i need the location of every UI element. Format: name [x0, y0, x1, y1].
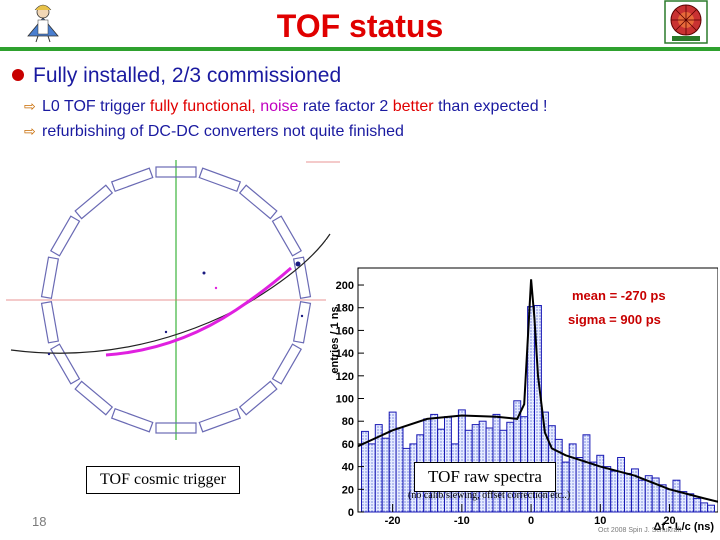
subbullet-dcdc: ⇨ refurbishing of DC-DC converters not qu… [24, 123, 404, 141]
tof-module [238, 380, 278, 416]
tof-module [40, 256, 60, 300]
tof-module [49, 215, 81, 257]
histogram-bin [568, 443, 577, 513]
subbullet-trigger-part6: than expected ! [433, 98, 548, 115]
tof-module [155, 422, 197, 434]
histogram-bin [582, 434, 591, 513]
subbullet-trigger-part5: better [392, 98, 434, 115]
tof-module [292, 300, 312, 344]
hollow-arrow-icon: ⇨ [24, 98, 36, 114]
x-tick-label: -10 [454, 515, 470, 527]
calibration-note: (no calib/slewing, offset correction etc… [408, 490, 571, 501]
y-tick-label: 0 [348, 507, 354, 519]
y-tick-label: 160 [336, 325, 354, 337]
subbullet-trigger-part2: fully functional, [145, 98, 261, 115]
x-axis-label: Δt - L/c (ns) [654, 521, 715, 533]
sigma-annotation: sigma = 900 ps [568, 312, 661, 327]
tof-module [198, 167, 242, 193]
histogram-bin [367, 443, 376, 513]
histogram-bin [637, 479, 646, 513]
histogram-bin [596, 454, 605, 513]
page-number: 18 [32, 514, 47, 529]
title-underline [0, 47, 720, 51]
subbullet-trigger-part4: rate factor 2 [298, 98, 393, 115]
histogram-bin [610, 470, 619, 513]
histogram-bin [679, 491, 688, 513]
cosmic-trigger-caption: TOF cosmic trigger [86, 466, 240, 494]
tof-module [110, 167, 154, 193]
y-tick-label: 80 [342, 416, 354, 428]
histogram-bin [575, 457, 584, 513]
alice-mascot-logo [14, 2, 72, 46]
subbullet-trigger-part3: noise [260, 98, 299, 115]
x-tick-label: 0 [528, 515, 534, 527]
alice-detector-logo [664, 0, 708, 44]
subbullet-dcdc-text: refurbishing of DC-DC converters not qui… [42, 123, 404, 140]
mean-annotation: mean = -270 ps [572, 288, 666, 303]
histogram-bin [561, 461, 570, 513]
histogram-bin [658, 484, 667, 513]
y-tick-label: 140 [336, 348, 354, 360]
tof-module [238, 184, 278, 220]
hollow-arrow-icon: ⇨ [24, 123, 36, 139]
histogram-bin [700, 502, 709, 513]
x-tick-label: 20 [663, 515, 675, 527]
tof-module [292, 256, 312, 300]
tof-module [110, 407, 154, 433]
tof-module [198, 407, 242, 433]
bullet-installed: Fully installed, 2/3 commissioned [12, 64, 341, 88]
tof-ring-event-display [6, 160, 346, 440]
histogram-bin [617, 457, 626, 513]
histogram-bin [381, 437, 390, 513]
tof-module [271, 215, 303, 257]
histogram-bin [589, 461, 598, 513]
histogram-bin [686, 493, 695, 513]
bullet-installed-text: Fully installed, 2/3 commissioned [33, 64, 342, 87]
tof-module [49, 343, 81, 385]
subbullet-trigger: ⇨ L0 TOF trigger fully functional, noise … [24, 98, 547, 116]
histogram-bin [672, 479, 681, 513]
bullet-dot-icon [12, 69, 24, 81]
y-tick-label: 100 [336, 394, 354, 406]
histogram-bin [603, 466, 612, 513]
y-tick-label: 40 [342, 462, 354, 474]
y-tick-label: 200 [336, 280, 354, 292]
tof-module [74, 380, 114, 416]
tof-module [155, 166, 197, 178]
tof-module [271, 343, 303, 385]
tof-module [40, 300, 60, 344]
histogram-bin [693, 497, 702, 513]
histogram-bin [395, 427, 404, 513]
footer-credit: Oct 2008 Spin J. Schukraft [598, 527, 682, 534]
histogram-bin [388, 411, 397, 513]
raw-spectra-caption: TOF raw spectra [414, 462, 556, 492]
subbullet-trigger-part1: L0 TOF trigger [42, 98, 146, 115]
histogram-bin [624, 472, 632, 513]
histogram-bin [402, 447, 411, 513]
y-axis-label: entries / 1 ns [329, 306, 341, 373]
y-tick-label: 120 [336, 371, 354, 383]
slide-title: TOF status [276, 8, 444, 44]
y-tick-label: 20 [342, 484, 354, 496]
y-tick-label: 180 [336, 303, 354, 315]
fit-curve [357, 279, 718, 503]
y-tick-label: 60 [342, 439, 354, 451]
x-tick-label: -20 [385, 515, 401, 527]
tof-module [74, 184, 114, 220]
histogram-bin [707, 504, 716, 513]
x-tick-label: 10 [594, 515, 606, 527]
